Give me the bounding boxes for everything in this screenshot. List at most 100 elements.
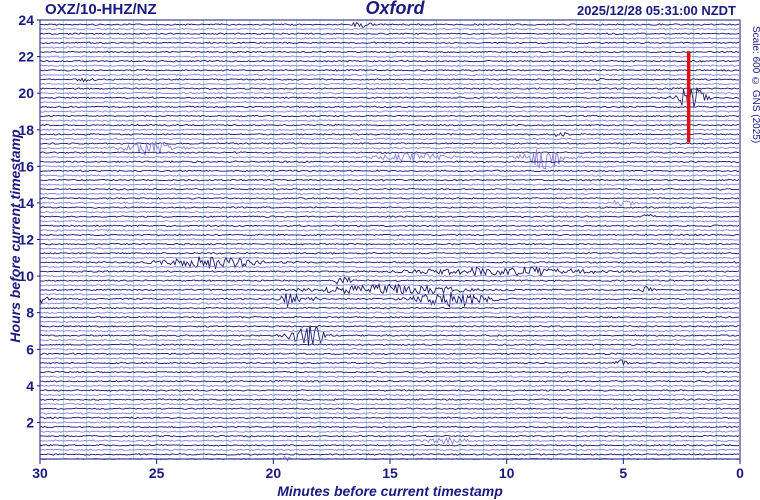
y-tick-label: 14: [18, 195, 34, 211]
trace-line: [39, 128, 740, 132]
trace-line: [39, 32, 740, 36]
trace-line: [39, 436, 740, 446]
x-tick-label: 20: [266, 465, 282, 481]
trace-line: [39, 59, 740, 63]
y-tick-label: 16: [18, 158, 34, 174]
trace-line: [39, 142, 740, 145]
station-code: OXZ/10-HHZ/NZ: [45, 1, 157, 18]
trace-line: [39, 443, 740, 447]
trace-line: [39, 210, 740, 214]
scale-note: Scale: 600 © GNS (2025): [750, 26, 760, 144]
trace-line: [39, 311, 739, 315]
trace-line: [39, 302, 740, 305]
trace-line: [39, 425, 740, 429]
trace-line: [39, 131, 740, 138]
trace-line: [39, 160, 740, 164]
trace-line: [39, 282, 740, 296]
y-tick-label: 24: [18, 12, 34, 28]
trace-line: [39, 64, 740, 68]
trace-line: [39, 151, 740, 154]
seismic-traces: [39, 21, 740, 463]
trace-line: [39, 430, 740, 434]
trace-line: [39, 370, 740, 374]
trace-line: [39, 137, 740, 141]
trace-line: [39, 398, 740, 401]
trace-line: [39, 196, 740, 200]
x-tick-label: 15: [382, 465, 398, 481]
trace-line: [39, 375, 740, 379]
trace-line: [39, 357, 740, 360]
x-tick-label: 10: [499, 465, 515, 481]
trace-line: [39, 320, 740, 324]
x-tick-label: 30: [32, 465, 48, 481]
trace-line: [39, 41, 740, 45]
trace-line: [39, 86, 740, 109]
trace-line: [39, 36, 740, 40]
trace-line: [39, 228, 740, 232]
trace-line: [39, 91, 740, 95]
trace-line: [39, 407, 740, 411]
trace-line: [39, 149, 740, 169]
x-axis-label: Minutes before current timestamp: [277, 483, 503, 499]
y-tick-label: 6: [26, 341, 34, 357]
trace-line: [39, 174, 740, 177]
trace-line: [39, 82, 740, 86]
trace-line: [39, 256, 740, 269]
trace-line: [39, 329, 740, 333]
x-tick-label: 25: [149, 465, 165, 481]
trace-line: [40, 352, 740, 356]
trace-line: [39, 27, 740, 31]
trace-line: [39, 359, 740, 367]
trace-line: [40, 141, 740, 156]
y-tick-label: 22: [18, 49, 34, 65]
trace-line: [40, 292, 740, 296]
y-tick-label: 10: [18, 268, 34, 284]
y-tick-label: 2: [26, 414, 34, 430]
trace-line: [39, 306, 739, 310]
location-name: Oxford: [365, 0, 425, 18]
x-tick-label: 5: [619, 465, 627, 481]
trace-line: [39, 274, 740, 278]
trace-line: [39, 325, 740, 346]
trace-line: [39, 291, 740, 308]
trace-line: [39, 187, 740, 191]
x-tick-label: 0: [736, 465, 744, 481]
trace-line: [39, 55, 740, 58]
trace-line: [39, 366, 740, 369]
trace-line: [39, 411, 740, 415]
trace-line: [39, 213, 740, 219]
trace-line: [39, 421, 739, 424]
trace-line: [39, 251, 740, 255]
trace-line: [40, 233, 740, 237]
trace-line: [39, 206, 740, 209]
trace-line: [40, 178, 740, 182]
trace-line: [39, 224, 740, 228]
trace-line: [39, 402, 739, 406]
trace-line: [40, 448, 740, 452]
trace-line: [39, 265, 740, 269]
trace-line: [39, 265, 740, 278]
trace-line: [39, 199, 740, 207]
trace-line: [39, 68, 740, 72]
y-tick-label: 12: [18, 232, 34, 248]
current-timestamp: 2025/12/28 05:31:00 NZDT: [577, 3, 736, 18]
trace-line: [39, 192, 740, 196]
trace-line: [39, 77, 739, 83]
trace-line: [39, 169, 740, 173]
y-tick-label: 18: [18, 122, 34, 138]
trace-line: [39, 21, 739, 28]
y-axis-label: Hours before current timestamp: [7, 129, 23, 343]
trace-line: [39, 276, 740, 285]
trace-line: [39, 45, 740, 49]
trace-line: [39, 238, 740, 241]
trace-line: [39, 247, 740, 251]
trace-line: [39, 343, 740, 347]
trace-line: [39, 452, 740, 456]
trace-line: [39, 347, 740, 351]
trace-line: [39, 384, 740, 388]
trace-line: [39, 119, 740, 123]
trace-line: [39, 324, 740, 328]
trace-line: [39, 379, 740, 383]
